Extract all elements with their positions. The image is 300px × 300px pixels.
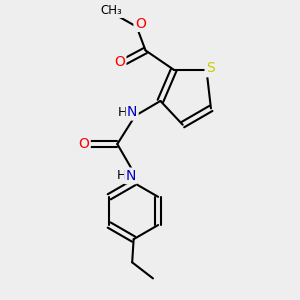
Text: H: H (118, 106, 127, 119)
Text: CH₃: CH₃ (100, 4, 122, 17)
Text: H: H (116, 169, 126, 182)
Text: O: O (135, 17, 146, 31)
Text: S: S (207, 61, 215, 75)
Text: O: O (114, 55, 125, 69)
Text: N: N (125, 169, 136, 183)
Text: O: O (79, 137, 89, 151)
Text: N: N (127, 105, 137, 119)
